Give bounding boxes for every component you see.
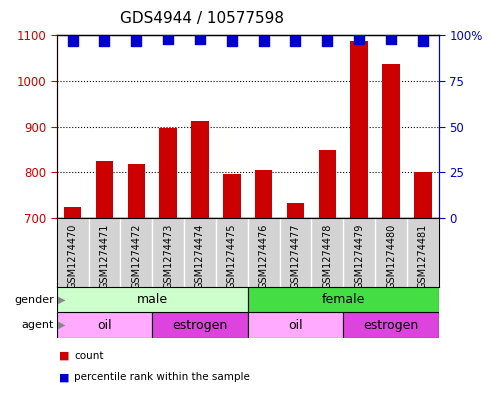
Bar — [351, 41, 368, 218]
Text: percentile rank within the sample: percentile rank within the sample — [74, 372, 250, 382]
Bar — [128, 164, 145, 218]
Point — [291, 38, 299, 44]
Text: ■: ■ — [59, 351, 70, 361]
Text: GSM1274480: GSM1274480 — [386, 224, 396, 289]
Text: GSM1274476: GSM1274476 — [259, 224, 269, 289]
Bar — [223, 174, 241, 218]
Point — [164, 36, 172, 42]
Point — [196, 36, 204, 42]
Bar — [318, 151, 336, 218]
Point — [419, 38, 427, 44]
Text: GSM1274470: GSM1274470 — [68, 224, 77, 289]
Bar — [152, 312, 247, 338]
Text: GSM1274479: GSM1274479 — [354, 224, 364, 289]
Point — [260, 38, 268, 44]
Text: ▶: ▶ — [58, 295, 65, 305]
Bar — [382, 64, 400, 218]
Bar — [247, 287, 439, 312]
Point — [69, 38, 76, 44]
Point — [323, 38, 331, 44]
Bar — [287, 203, 304, 218]
Text: GSM1274474: GSM1274474 — [195, 224, 205, 289]
Bar — [57, 312, 152, 338]
Bar — [414, 171, 431, 218]
Text: oil: oil — [97, 319, 112, 332]
Bar — [64, 207, 81, 218]
Text: GSM1274477: GSM1274477 — [290, 224, 301, 289]
Point — [101, 38, 108, 44]
Text: GSM1274475: GSM1274475 — [227, 224, 237, 289]
Text: GSM1274472: GSM1274472 — [131, 224, 141, 289]
Bar — [96, 161, 113, 218]
Text: estrogen: estrogen — [173, 319, 228, 332]
Text: agent: agent — [22, 320, 54, 330]
Bar — [247, 312, 343, 338]
Text: oil: oil — [288, 319, 303, 332]
Bar — [191, 121, 209, 218]
Text: GSM1274473: GSM1274473 — [163, 224, 173, 289]
Text: GSM1274478: GSM1274478 — [322, 224, 332, 289]
Text: GSM1274481: GSM1274481 — [418, 224, 428, 289]
Text: estrogen: estrogen — [363, 319, 419, 332]
Point — [228, 38, 236, 44]
Text: gender: gender — [14, 295, 54, 305]
Point — [132, 38, 140, 44]
Text: ▶: ▶ — [58, 320, 65, 330]
Text: GSM1274471: GSM1274471 — [100, 224, 109, 289]
Text: ■: ■ — [59, 372, 70, 382]
Bar — [255, 170, 273, 218]
Text: female: female — [321, 293, 365, 306]
Point — [387, 36, 395, 42]
Bar — [159, 128, 177, 218]
Point — [355, 36, 363, 42]
Bar — [57, 287, 247, 312]
Text: count: count — [74, 351, 104, 361]
Bar — [343, 312, 439, 338]
Text: male: male — [137, 293, 168, 306]
Text: GDS4944 / 10577598: GDS4944 / 10577598 — [120, 11, 284, 26]
